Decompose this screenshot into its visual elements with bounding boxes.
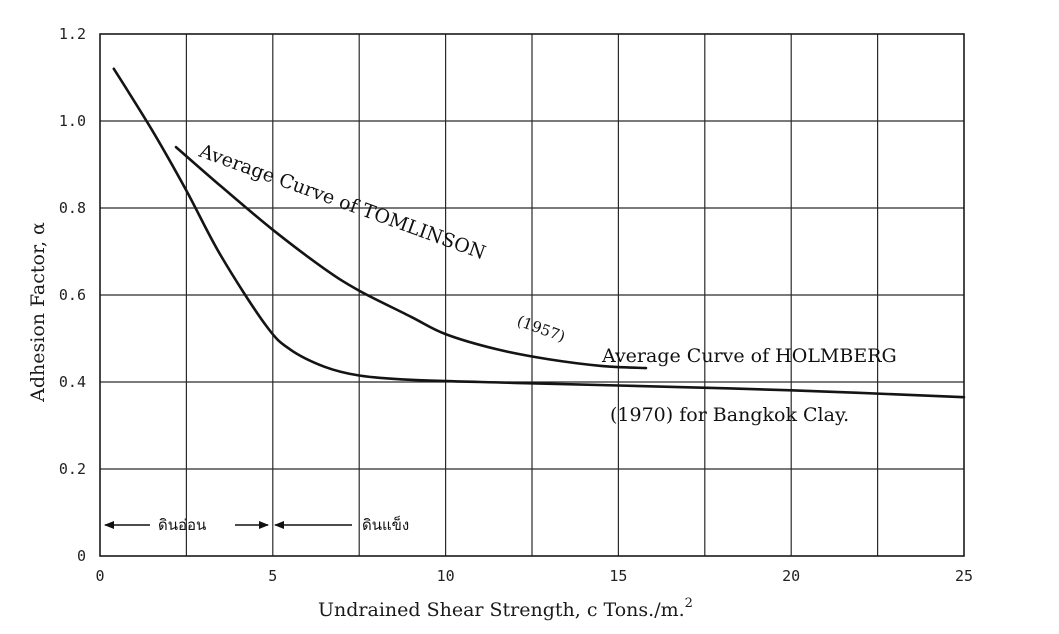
x-tick-label: 25 [955,567,973,585]
y-tick-label: 0 [77,547,86,565]
soil-regions: ดินอ่อน ดินแข็ง [104,515,409,534]
x-tick-label: 5 [268,567,277,585]
grid [100,34,964,556]
x-axis-label-superscript: 2 [685,596,693,611]
y-tick-label: 0.2 [59,460,86,478]
x-tick-label: 15 [609,567,627,585]
tomlinson-year-label: (1957) [515,312,568,346]
x-axis-label: Undrained Shear Strength, c Tons./m.2 [318,596,693,621]
x-tick-label: 10 [437,567,455,585]
holmberg-curve [112,67,966,399]
plot-frame [99,33,965,557]
y-tick-label: 0.6 [59,286,86,304]
x-tick-label: 0 [95,567,104,585]
y-tick-label: 0.8 [59,199,86,217]
curves [112,67,966,399]
y-tick-label: 1.2 [59,25,86,43]
tomlinson-curve [174,145,648,370]
y-axis-label: Adhesion Factor, α [27,222,49,403]
y-tick-label: 0.4 [59,373,86,391]
tick-labels: 0 5 10 15 20 25 0 0.2 0.4 0.6 0.8 1.0 1.2 [59,25,973,585]
x-tick-label: 20 [782,567,800,585]
soft-soil-label: ดินอ่อน [158,516,206,534]
stiff-soil-label: ดินแข็ง [362,515,409,534]
holmberg-label-line2: (1970) for Bangkok Clay. [610,404,849,426]
y-tick-label: 1.0 [59,112,86,130]
holmberg-label-line1: Average Curve of HOLMBERG [601,345,897,367]
